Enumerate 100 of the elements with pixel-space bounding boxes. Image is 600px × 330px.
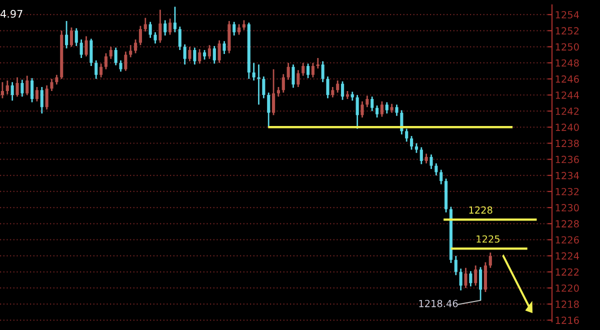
- candlestick: [366, 95, 369, 108]
- candlestick: [158, 9, 162, 44]
- y-tick-label: 1218: [556, 300, 579, 308]
- candlestick: [45, 84, 48, 110]
- candlestick: [104, 52, 108, 70]
- candlestick: [50, 78, 54, 92]
- candlestick: [144, 17, 147, 32]
- candlestick: [434, 162, 438, 176]
- candlestick: [405, 128, 408, 142]
- candlestick: [84, 36, 88, 58]
- candlestick: [316, 57, 320, 70]
- candlestick: [188, 46, 192, 62]
- candlestick: [124, 50, 128, 72]
- y-tick-label: 1232: [556, 188, 579, 196]
- candlestick: [218, 40, 221, 64]
- candlestick: [474, 264, 478, 286]
- candlestick: [321, 60, 324, 83]
- annotation: 4.97: [0, 10, 22, 18]
- candlestick: [164, 20, 167, 36]
- candlestick: [55, 74, 58, 86]
- candlestick: [360, 100, 364, 118]
- candlestick: [292, 64, 295, 88]
- ref-line-label: 1228: [469, 206, 492, 214]
- y-tick-label: 1254: [556, 11, 579, 18]
- candlestick: [424, 153, 428, 164]
- y-tick-label: 1252: [556, 27, 579, 35]
- y-tick-label: 1240: [556, 124, 579, 131]
- candlestick: [376, 104, 379, 118]
- candlestick: [469, 270, 472, 288]
- candlestick: [65, 20, 68, 50]
- candlestick: [306, 62, 310, 79]
- y-tick-label: 1224: [556, 252, 579, 260]
- candlestick: [488, 252, 492, 269]
- candlestick: [385, 102, 388, 114]
- candlestick: [370, 96, 374, 112]
- y-tick-label: 1244: [556, 91, 579, 99]
- candlestick: [262, 76, 266, 99]
- candlestick: [0, 81, 4, 99]
- candlestick: [356, 94, 359, 130]
- candlestick: [134, 38, 138, 54]
- candlestick: [336, 80, 340, 94]
- candlestick: [331, 86, 334, 98]
- candlestick: [94, 60, 98, 80]
- candlestick: [464, 267, 468, 289]
- candlestick: [114, 46, 118, 66]
- candlestick: [138, 25, 142, 46]
- candlestick: [296, 69, 300, 88]
- candlestick: [70, 26, 73, 48]
- candlestick: [178, 26, 182, 51]
- candlestick: [203, 49, 206, 60]
- candlestick: [311, 62, 314, 78]
- candlestick: [276, 86, 280, 98]
- candlestick: [148, 21, 152, 39]
- candlestick: [286, 62, 290, 80]
- candlestick: [267, 92, 270, 128]
- candlestick: [302, 62, 305, 76]
- candlestick: [252, 62, 256, 82]
- y-tick-label: 1246: [556, 75, 579, 83]
- candlestick: [10, 81, 14, 102]
- candlestick: [183, 44, 186, 66]
- candlestick: [257, 64, 260, 106]
- candlestick: [282, 73, 285, 94]
- candlestick: [430, 154, 433, 170]
- candlestick: [168, 18, 172, 36]
- candlestick: [198, 48, 202, 64]
- candlestick: [410, 135, 414, 150]
- candlestick: [16, 76, 19, 98]
- candlestick: [341, 80, 344, 101]
- y-tick-label: 1220: [556, 284, 579, 292]
- candlestick: [129, 44, 132, 58]
- annotation: 1218.46: [419, 300, 458, 308]
- y-tick-label: 1250: [556, 43, 579, 51]
- candlestick: [35, 86, 38, 102]
- candlestick: [100, 62, 103, 78]
- candlestick: [40, 86, 44, 114]
- y-tick-label: 1242: [556, 108, 579, 115]
- candlestick: [420, 146, 423, 165]
- candlestick: [119, 60, 122, 72]
- y-tick-label: 1226: [556, 236, 579, 244]
- candlestick: [395, 104, 398, 117]
- y-tick-label: 1228: [556, 220, 579, 228]
- candlestick: [208, 44, 211, 60]
- candlestick: [479, 266, 482, 302]
- candlestick: [90, 38, 93, 67]
- candlestick: [80, 38, 83, 59]
- candlestick: [380, 100, 384, 118]
- candlestick: [440, 169, 443, 185]
- candlestick: [74, 28, 78, 47]
- candlestick: [30, 77, 34, 103]
- candlestick: [222, 40, 226, 55]
- candlestick: [173, 6, 176, 33]
- candlestick: [154, 32, 157, 44]
- y-tick-label: 1216: [556, 316, 579, 324]
- candlestick: [272, 68, 276, 116]
- candlestick: [414, 142, 418, 154]
- candlestick: [26, 75, 29, 96]
- candlestick: [193, 46, 196, 66]
- y-tick-label: 1238: [556, 140, 579, 148]
- y-tick-label: 1248: [556, 59, 579, 67]
- y-tick-label: 1230: [556, 204, 579, 212]
